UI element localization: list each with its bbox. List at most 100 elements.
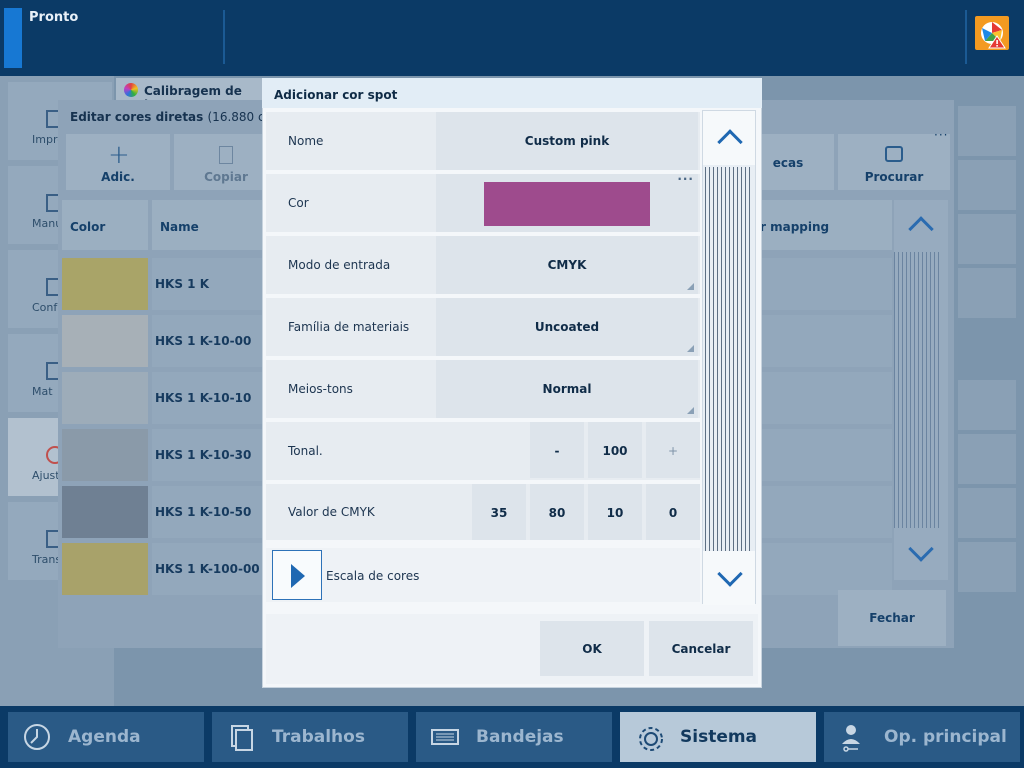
color-swatch — [62, 372, 148, 424]
tonal-value-input[interactable]: 100 — [588, 422, 642, 478]
user-key-icon — [838, 722, 868, 752]
table-row[interactable]: HKS 1 K-100-00 — [62, 543, 262, 595]
nav-op-principal-button[interactable]: Op. principal — [824, 712, 1020, 762]
dropdown-corner-icon — [687, 407, 694, 414]
nav-agenda-button[interactable]: Agenda — [8, 712, 204, 762]
right-rail-item[interactable] — [958, 160, 1016, 210]
scroll-track[interactable] — [705, 167, 753, 553]
nav-label: Op. principal — [884, 727, 1007, 747]
mapping-cell[interactable] — [742, 372, 892, 424]
name-input[interactable]: Custom pink — [436, 112, 698, 170]
list-scrollbar[interactable] — [894, 200, 948, 580]
copy-icon — [219, 146, 233, 164]
right-rail-item[interactable] — [958, 268, 1016, 318]
nav-sistema-button[interactable]: Sistema — [620, 712, 816, 762]
search-button[interactable]: Procurar — [838, 134, 950, 190]
field-halftones-label: Meios-tons — [288, 382, 353, 396]
cmyk-m-input[interactable]: 80 — [530, 484, 584, 540]
right-rail-item[interactable] — [958, 380, 1016, 430]
calibration-header: Calibragem de impre — [116, 78, 276, 112]
status-text: Pronto — [29, 10, 79, 25]
close-button[interactable]: Fechar — [838, 590, 946, 646]
cmyk-c-input[interactable]: 35 — [472, 484, 526, 540]
color-name: HKS 1 K — [152, 258, 262, 310]
right-rail-item[interactable] — [958, 542, 1016, 592]
expand-color-scale-button[interactable] — [272, 550, 322, 600]
nav-label: Agenda — [68, 727, 141, 747]
dialog-title: Adicionar cor spot — [262, 78, 762, 108]
right-rail-item[interactable] — [958, 434, 1016, 484]
more-options-icon[interactable]: ··· — [934, 128, 949, 142]
right-rail-item[interactable] — [958, 106, 1016, 156]
play-arrow-icon — [291, 564, 305, 588]
scroll-up-button[interactable] — [703, 111, 755, 165]
table-row[interactable]: HKS 1 K-10-50 — [62, 486, 262, 538]
field-color-label: Cor — [288, 196, 309, 210]
more-options-icon[interactable]: ··· — [677, 172, 694, 186]
color-name: HKS 1 K-10-10 — [152, 372, 262, 424]
color-picker[interactable]: ··· — [436, 172, 698, 232]
column-header-color[interactable]: Color — [62, 200, 148, 250]
scroll-track[interactable] — [894, 252, 942, 528]
scroll-down-icon[interactable] — [908, 536, 934, 562]
cmyk-y-input[interactable]: 10 — [588, 484, 642, 540]
mapping-cell[interactable] — [742, 258, 892, 310]
cancel-button[interactable]: Cancelar — [649, 621, 753, 676]
mapping-cell[interactable] — [742, 315, 892, 367]
color-name: HKS 1 K-10-30 — [152, 429, 262, 481]
field-halftones-row: Meios-tons Normal — [266, 360, 700, 418]
right-rail-item[interactable] — [958, 488, 1016, 538]
column-header-name[interactable]: Name — [152, 200, 262, 250]
plus-icon: + — [108, 140, 130, 170]
field-cmyk-row: Valor de CMYK 35 80 10 0 — [266, 484, 700, 540]
dialog-scrollbar[interactable] — [702, 110, 756, 605]
nav-trabalhos-button[interactable]: Trabalhos — [212, 712, 408, 762]
tonal-decrement-button[interactable]: - — [530, 422, 584, 478]
color-swatch — [62, 486, 148, 538]
mapping-cell[interactable] — [742, 486, 892, 538]
binoculars-icon — [885, 146, 903, 162]
document-icon — [226, 722, 256, 752]
field-name-row: Nome Custom pink — [266, 112, 700, 170]
gear-icon — [634, 722, 664, 752]
halftones-select[interactable]: Normal — [436, 360, 698, 418]
mapping-cell[interactable] — [742, 429, 892, 481]
color-swatch[interactable] — [484, 182, 650, 226]
tonal-increment-button[interactable]: + — [646, 422, 700, 478]
table-row[interactable]: HKS 1 K — [62, 258, 262, 310]
chevron-up-icon — [717, 129, 743, 155]
copy-color-button[interactable]: Copiar — [174, 134, 278, 190]
right-rail-item[interactable] — [958, 214, 1016, 264]
tray-icon — [430, 722, 460, 752]
cmyk-k-input[interactable]: 0 — [646, 484, 700, 540]
nav-label: Sistema — [680, 727, 758, 747]
scroll-down-button[interactable] — [703, 551, 755, 605]
table-row[interactable]: HKS 1 K-10-00 — [62, 315, 262, 367]
add-color-button[interactable]: + Adic. — [66, 134, 170, 190]
field-tonal-row: Tonal. - 100 + — [266, 422, 700, 480]
color-warning-icon[interactable] — [975, 16, 1009, 50]
halftones-value: Normal — [542, 382, 592, 396]
nav-bandejas-button[interactable]: Bandejas — [416, 712, 612, 762]
material-family-select[interactable]: Uncoated — [436, 298, 698, 356]
color-name: HKS 1 K-10-50 — [152, 486, 262, 538]
color-name: HKS 1 K-100-00 — [152, 543, 262, 595]
field-cmyk-label: Valor de CMYK — [288, 505, 375, 519]
color-swatch — [62, 543, 148, 595]
scroll-up-icon[interactable] — [908, 216, 934, 242]
nav-label: Trabalhos — [272, 727, 365, 747]
column-header-mapping[interactable]: r mapping — [742, 200, 892, 250]
ok-button[interactable]: OK — [540, 621, 644, 676]
field-name-label: Nome — [288, 134, 324, 148]
table-row[interactable]: HKS 1 K-10-10 — [62, 372, 262, 424]
top-divider — [965, 10, 967, 64]
color-wheel-icon — [124, 83, 138, 97]
input-mode-select[interactable]: CMYK — [436, 236, 698, 294]
field-color-row: Cor ··· — [266, 172, 700, 232]
mapping-cell[interactable] — [742, 543, 892, 595]
color-swatch — [62, 258, 148, 310]
nav-label: Bandejas — [476, 727, 564, 747]
field-material-family-label: Família de materiais — [288, 320, 410, 334]
table-row[interactable]: HKS 1 K-10-30 — [62, 429, 262, 481]
color-scale-label: Escala de cores — [326, 569, 420, 583]
